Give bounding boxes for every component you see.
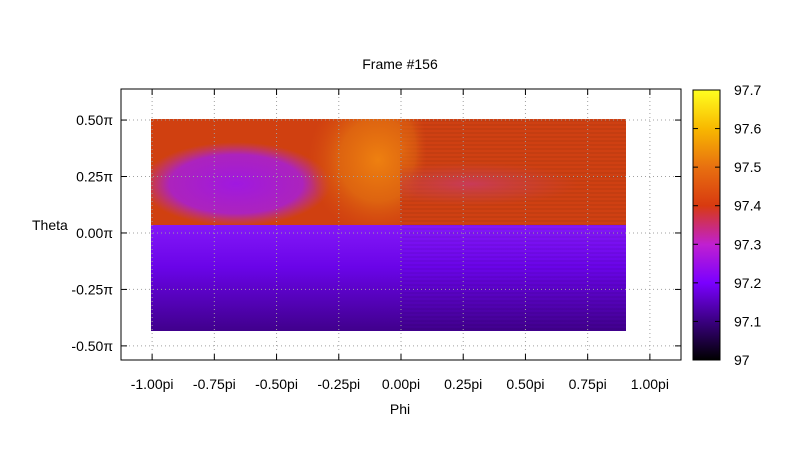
colorbar-tick-label: 97.3	[734, 236, 761, 252]
x-tick-label: 0.50pi	[506, 376, 544, 392]
y-tick-label: -0.25π	[71, 281, 113, 297]
heat-spot-low-left	[151, 142, 331, 225]
x-tick-label: -0.50pi	[255, 376, 298, 392]
x-tick-label: -0.25pi	[317, 376, 360, 392]
x-tick-label: -1.00pi	[131, 376, 174, 392]
x-tick-label: 0.25pi	[444, 376, 482, 392]
y-tick-label: 0.25π	[76, 169, 113, 185]
x-tick-label: 0.75pi	[569, 376, 607, 392]
grid-lines	[121, 89, 681, 360]
y-tick-label: 0.50π	[76, 112, 113, 128]
colorbar-tick-label: 97.4	[734, 198, 761, 214]
y-tick-label: -0.50π	[71, 338, 113, 354]
colorbar-tick-label: 97.1	[734, 313, 761, 329]
heat-band-low-right	[400, 162, 580, 206]
x-tick-label: -0.75pi	[193, 376, 236, 392]
chart-title: Frame #156	[362, 56, 438, 72]
x-axis-label: Phi	[390, 401, 410, 417]
colorbar-tick-label: 97.5	[734, 159, 761, 175]
x-tick-label: 0.00pi	[382, 376, 420, 392]
colorbar-tick-label: 97.2	[734, 275, 761, 291]
heat-spot-high-ridge	[308, 119, 400, 225]
heatmap-surface	[151, 119, 626, 331]
y-tick-label: 0.00π	[76, 225, 113, 241]
colorbar-ticks: 97 97.1 97.2 97.3 97.4 97.5 97.6 97.7	[693, 82, 761, 368]
lower-right-streaks	[400, 225, 626, 331]
y-axis-ticks: 0.50π 0.25π 0.00π -0.25π -0.50π	[71, 112, 681, 354]
colorbar-tick-label: 97.7	[734, 82, 761, 98]
x-tick-label: 1.00pi	[631, 376, 669, 392]
colorbar	[692, 89, 721, 361]
y-axis-label: Theta	[32, 217, 68, 233]
x-axis-ticks: -1.00pi -0.75pi -0.50pi -0.25pi 0.00pi 0.25pi…	[131, 89, 669, 392]
colorbar-tick-label: 97.6	[734, 121, 761, 137]
colorbar-tick-label: 97	[734, 352, 750, 368]
